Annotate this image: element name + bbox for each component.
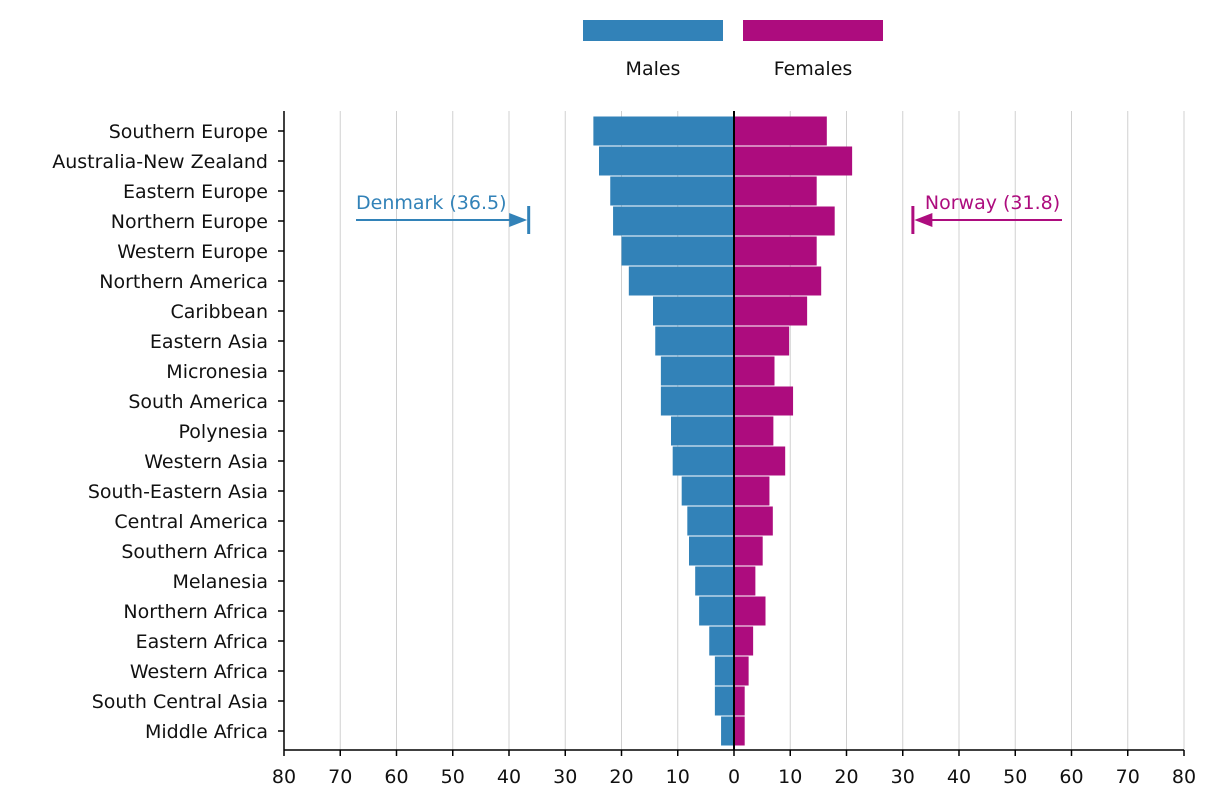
x-tick-label-6: 20	[609, 766, 633, 788]
bar-males-19	[714, 686, 734, 716]
bar-females-6	[734, 296, 808, 326]
x-tick-label-7: 10	[666, 766, 690, 788]
category-label-10: Polynesia	[179, 421, 268, 443]
category-label-6: Caribbean	[171, 301, 269, 323]
bar-males-7	[655, 326, 734, 356]
bar-females-5	[734, 266, 822, 296]
x-tick-label-4: 40	[497, 766, 521, 788]
bar-females-2	[734, 176, 817, 206]
bar-males-8	[660, 356, 734, 386]
bar-females-15	[734, 566, 756, 596]
x-tick-label-13: 50	[1003, 766, 1027, 788]
x-tick-label-5: 30	[553, 766, 577, 788]
bar-females-0	[734, 116, 827, 146]
bar-females-10	[734, 416, 774, 446]
category-label-13: Central America	[114, 511, 268, 533]
category-label-2: Eastern Europe	[123, 181, 268, 203]
bar-males-11	[672, 446, 734, 476]
category-label-4: Western Europe	[117, 241, 268, 263]
category-label-7: Eastern Asia	[150, 331, 268, 353]
bar-females-9	[734, 386, 794, 416]
category-label-0: Southern Europe	[109, 121, 268, 143]
bar-males-10	[671, 416, 734, 446]
legend-swatch-females	[743, 20, 883, 41]
category-label-8: Micronesia	[166, 361, 268, 383]
category-label-18: Western Africa	[130, 661, 268, 683]
bar-males-0	[593, 116, 734, 146]
x-tick-label-0: 80	[272, 766, 296, 788]
x-tick-label-8: 0	[728, 766, 740, 788]
category-label-14: Southern Africa	[121, 541, 268, 563]
x-tick-label-9: 10	[778, 766, 802, 788]
bar-females-1	[734, 146, 853, 176]
bar-females-12	[734, 476, 770, 506]
legend-label-males: Males	[626, 58, 681, 80]
category-label-20: Middle Africa	[145, 721, 268, 743]
annotation-arrow-head-1	[914, 213, 933, 227]
bar-females-16	[734, 596, 766, 626]
annotation-label-1: Norway (31.8)	[925, 192, 1060, 214]
category-label-19: South Central Asia	[92, 691, 268, 713]
bar-females-14	[734, 536, 763, 566]
category-label-3: Northern Europe	[111, 211, 268, 233]
bar-males-3	[613, 206, 734, 236]
category-label-5: Northern America	[99, 271, 268, 293]
category-label-12: South-Eastern Asia	[88, 481, 268, 503]
bar-males-1	[599, 146, 734, 176]
bar-females-11	[734, 446, 786, 476]
bar-females-8	[734, 356, 775, 386]
x-tick-label-15: 70	[1116, 766, 1140, 788]
x-tick-label-14: 60	[1059, 766, 1083, 788]
bar-females-4	[734, 236, 817, 266]
annotation-arrow-head-0	[509, 213, 528, 227]
x-tick-label-1: 70	[328, 766, 352, 788]
x-tick-label-16: 80	[1172, 766, 1196, 788]
category-label-11: Western Asia	[144, 451, 268, 473]
x-tick-label-3: 50	[441, 766, 465, 788]
category-label-1: Australia-New Zealand	[52, 151, 268, 173]
bar-males-18	[714, 656, 734, 686]
bar-males-4	[621, 236, 734, 266]
bar-males-5	[628, 266, 734, 296]
x-tick-label-2: 60	[384, 766, 408, 788]
bar-males-9	[660, 386, 734, 416]
bar-males-16	[699, 596, 734, 626]
category-label-15: Melanesia	[172, 571, 268, 593]
x-tick-label-12: 40	[947, 766, 971, 788]
bar-females-7	[734, 326, 790, 356]
category-label-16: Northern Africa	[123, 601, 268, 623]
bar-females-17	[734, 626, 754, 656]
bar-females-18	[734, 656, 749, 686]
category-label-17: Eastern Africa	[136, 631, 268, 653]
x-tick-label-11: 30	[891, 766, 915, 788]
legend-label-females: Females	[774, 58, 853, 80]
bar-males-6	[653, 296, 734, 326]
bar-males-15	[695, 566, 734, 596]
bar-males-2	[610, 176, 734, 206]
annotation-label-0: Denmark (36.5)	[356, 192, 507, 214]
bar-males-20	[721, 716, 734, 746]
category-label-9: South America	[128, 391, 268, 413]
bar-males-13	[687, 506, 734, 536]
bar-females-20	[734, 716, 745, 746]
bar-males-17	[709, 626, 734, 656]
bar-males-12	[681, 476, 734, 506]
legend-swatch-males	[583, 20, 723, 41]
bar-females-19	[734, 686, 745, 716]
bar-females-13	[734, 506, 773, 536]
x-tick-label-10: 20	[834, 766, 858, 788]
bar-males-14	[689, 536, 734, 566]
bar-females-3	[734, 206, 835, 236]
